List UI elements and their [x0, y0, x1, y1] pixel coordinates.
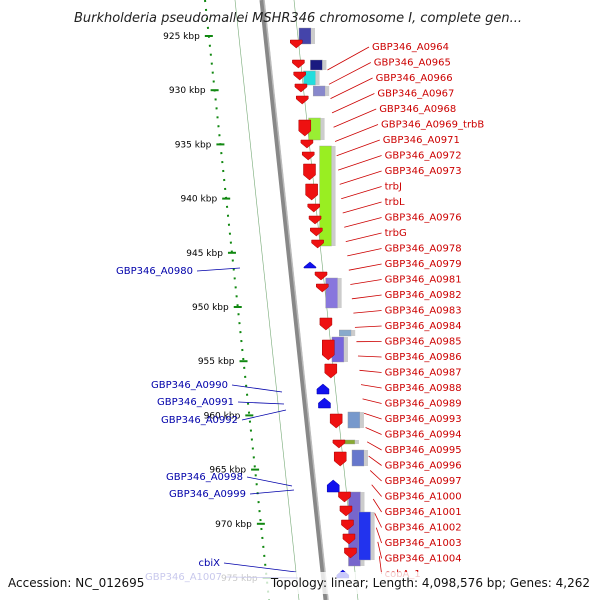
forward-gene-label: GBP346_A0989: [385, 399, 462, 410]
forward-gene-label: GBP346_A0993: [385, 414, 462, 425]
forward-gene-label: GBP346_A1001: [385, 507, 462, 518]
forward-gene-label: GBP346_A0994: [385, 430, 462, 441]
reverse-gene-label: GBP346_A0999: [169, 489, 246, 500]
forward-gene-label: trbG: [385, 228, 407, 239]
ruler-tick-label: 925 kbp: [163, 32, 200, 42]
gene-band-shadow: [338, 278, 342, 308]
reverse-gene-label: GBP346_A0992: [161, 415, 238, 426]
forward-gene-label: GBP346_A1003: [385, 538, 462, 549]
forward-gene-label: GBP346_A0978: [385, 244, 462, 255]
gene-band-shadow: [371, 512, 375, 560]
gene-band-shadow: [321, 118, 325, 140]
gene-band-shadow: [332, 146, 336, 246]
forward-gene-label: GBP346_A0972: [385, 151, 462, 162]
gene-band-shadow: [344, 337, 348, 362]
reverse-gene-label: GBP346_A0991: [157, 397, 234, 408]
forward-gene-label: GBP346_A0982: [385, 290, 462, 301]
gene-band-shadow: [316, 71, 320, 85]
gene-band: [310, 60, 322, 70]
forward-gene-label: trbJ: [385, 182, 402, 193]
gene-band: [326, 278, 338, 308]
forward-gene-label: GBP346_A0981: [385, 275, 462, 286]
forward-gene-label: GBP346_A0983: [385, 306, 462, 317]
forward-gene-label: GBP346_A0995: [385, 445, 462, 456]
forward-gene-label: GBP346_A0969_trbB: [381, 120, 484, 131]
forward-gene-label: GBP346_A0967: [377, 89, 454, 100]
gene-band-shadow: [364, 450, 368, 466]
forward-gene-label: GBP346_A0971: [383, 135, 460, 146]
gene-band-shadow: [360, 412, 364, 428]
ruler-tick-label: 935 kbp: [175, 140, 212, 150]
gene-band-shadow: [351, 330, 355, 336]
gene-band-shadow: [355, 440, 359, 444]
forward-gene-label: GBP346_A0985: [385, 337, 462, 348]
gene-band: [339, 330, 351, 336]
ruler-tick-label: 950 kbp: [192, 303, 229, 313]
gene-band: [359, 512, 371, 560]
gene-band: [313, 86, 325, 96]
forward-gene-label: trbL: [385, 197, 405, 208]
topology-text: Topology: linear; Length: 4,098,576 bp; …: [270, 576, 590, 590]
forward-gene-label: GBP346_A0968: [379, 104, 456, 115]
forward-gene-label: GBP346_A1000: [385, 492, 462, 503]
gene-band-shadow: [311, 28, 315, 44]
forward-gene-label: GBP346_A1002: [385, 523, 462, 534]
gene-band: [352, 450, 364, 466]
forward-gene-label: GBP346_A0976: [385, 213, 462, 224]
gene-band-shadow: [322, 60, 326, 70]
ruler-tick-label: 970 kbp: [215, 520, 252, 530]
forward-gene-label: GBP346_A0979: [385, 259, 462, 270]
reverse-gene-label: GBP346_A0998: [166, 472, 243, 483]
forward-gene-label: GBP346_A0987: [385, 368, 462, 379]
forward-gene-label: GBP346_A0996: [385, 461, 462, 472]
forward-gene-label: GBP346_A0997: [385, 476, 462, 487]
forward-gene-label: GBP346_A0973: [385, 166, 462, 177]
ruler-tick-label: 945 kbp: [186, 249, 223, 259]
map-title: Burkholderia pseudomallei MSHR346 chromo…: [74, 11, 522, 26]
reverse-gene-label: GBP346_A0980: [116, 266, 193, 277]
forward-gene-label: GBP346_A0986: [385, 352, 462, 363]
reverse-gene-label: GBP346_A0990: [151, 380, 228, 391]
ruler-tick-label: 930 kbp: [169, 86, 206, 96]
ruler-tick-label: 940 kbp: [180, 195, 217, 205]
forward-gene-label: GBP346_A0964: [372, 42, 449, 53]
forward-gene-label: GBP346_A0966: [376, 73, 453, 84]
gene-band: [348, 412, 360, 428]
forward-gene-label: GBP346_A0984: [385, 321, 462, 332]
accession-text: Accession: NC_012695: [8, 576, 144, 590]
ruler-tick-label: 955 kbp: [198, 357, 235, 367]
reverse-gene-label: cbiX: [199, 558, 221, 569]
forward-gene-label: GBP346_A1004: [385, 554, 462, 565]
forward-gene-label: GBP346_A0988: [385, 383, 462, 394]
gene-band-shadow: [325, 86, 329, 96]
forward-gene-label: GBP346_A0965: [374, 58, 451, 69]
